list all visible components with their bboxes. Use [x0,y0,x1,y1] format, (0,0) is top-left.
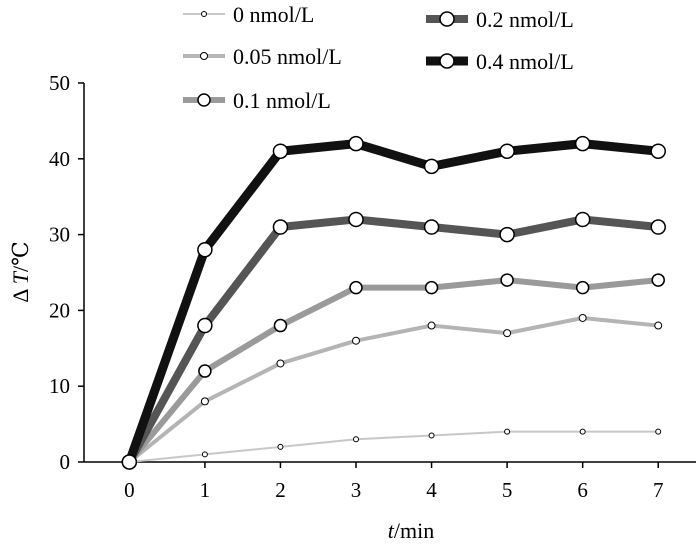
x-tick-label: 4 [426,478,437,502]
legend-marker [439,11,455,27]
data-point [423,158,440,175]
data-point [650,143,666,159]
data-point [428,432,435,439]
data-point [349,280,363,295]
series-0 [126,428,662,465]
data-point [277,443,284,450]
legend-item-2: 0.1 nmol/L [183,88,331,113]
y-tick-label: 0 [60,450,71,474]
x-tick-label: 0 [124,478,135,502]
data-point [575,280,590,295]
axes: 0 10 20 30 40 50 0 1 2 3 4 5 6 7 [49,71,696,502]
series-1 [125,313,663,466]
legend-marker [197,93,211,107]
data-point [650,219,666,235]
series-line [125,215,659,464]
legend-label: 0 nmol/L [233,2,314,27]
legend-label: 0.4 nmol/L [476,49,574,74]
data-point [273,318,288,333]
x-axis-label: t/min [388,518,434,543]
data-point [574,211,591,228]
x-tick-label: 2 [275,478,286,502]
x-tick-label: 5 [502,478,513,502]
y-tick-label: 40 [49,147,70,171]
data-point [121,454,138,470]
series-4 [121,135,666,470]
data-point [500,273,514,287]
series-line [129,430,659,463]
data-point [574,135,591,152]
data-point [197,317,213,334]
data-point [423,219,440,235]
data-point [504,428,511,435]
legend-label: 0.1 nmol/L [233,88,331,113]
legend-marker [439,53,455,69]
y-axis-label: Δ T/℃ [8,241,33,302]
data-point [276,359,285,368]
legend-label: 0.2 nmol/L [476,7,574,32]
y-tick-label: 30 [49,223,70,247]
data-point [499,226,515,243]
series-line [127,277,659,464]
data-point [272,143,289,159]
y-tick-label: 20 [49,298,70,322]
data-point [651,273,665,287]
data-point [655,428,662,435]
x-tick-label: 3 [351,478,362,502]
data-point [352,336,360,345]
data-point [503,329,512,338]
data-point [198,364,212,378]
x-tick-label: 6 [577,478,588,502]
data-point [348,135,364,152]
data-point [654,321,663,330]
legend-item-4: 0.4 nmol/L [426,49,574,74]
legend-marker [201,11,207,17]
y-tick-label: 10 [49,374,70,398]
legend-marker [200,52,208,60]
series-2 [122,273,665,469]
data-point [197,242,213,258]
data-point [353,436,359,443]
data-point [200,397,209,406]
legend-item-3: 0.2 nmol/L [426,7,574,32]
legend-label: 0.05 nmol/L [233,44,342,69]
legend-item-1: 0.05 nmol/L [183,44,342,69]
legend: 0 nmol/L 0.05 nmol/L 0.1 nmol/L 0.2 nmol/L 0… [183,2,574,113]
data-point [424,280,439,295]
series-line [125,139,659,464]
x-tick-label: 7 [653,478,664,502]
y-tick-label: 50 [49,71,70,95]
data-point [579,428,586,435]
x-tick-label: 1 [200,478,211,502]
data-point [578,313,587,322]
plot-area [121,135,666,470]
series-line [128,315,659,464]
data-point [201,451,208,458]
data-point [427,321,436,330]
data-point [348,211,364,228]
legend-item-0: 0 nmol/L [183,2,314,27]
data-point [499,143,515,159]
data-point [272,219,289,235]
